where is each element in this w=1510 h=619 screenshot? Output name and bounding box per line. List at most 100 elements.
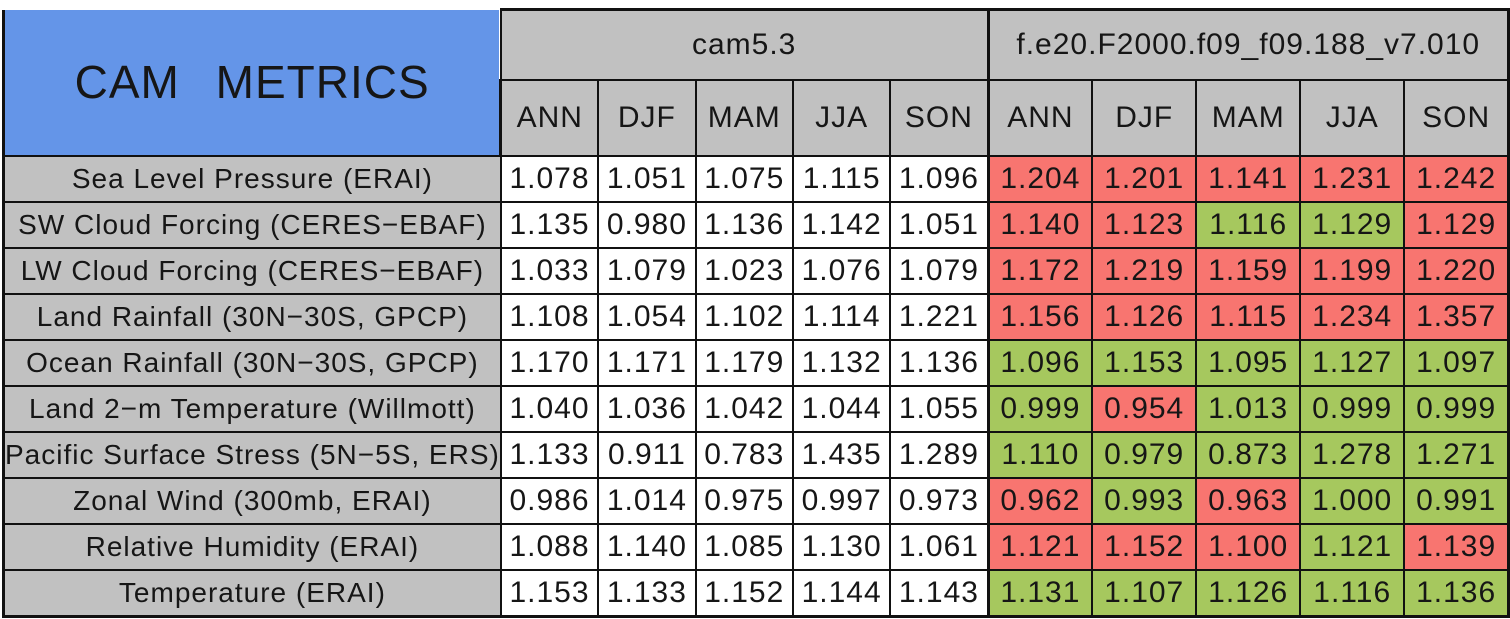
test-value-cell-better: 1.095 [1195, 339, 1302, 387]
test-value-cell-worse: 1.172 [986, 247, 1094, 295]
test-value-cell-worse: 1.140 [986, 201, 1094, 249]
model-header-row: CAM METRICS cam5.3 f.e20.F2000.f09_f09.1… [1, 8, 1510, 157]
season-header-mam-control: MAM [694, 79, 794, 157]
metrics-rows: Sea Level Pressure (ERAI) 1.078 1.051 1.075… [1, 155, 1510, 618]
metric-label: Land Rainfall (30N−30S, GPCP) [1, 293, 502, 341]
metric-label: Land 2−m Temperature (Willmott) [1, 385, 502, 433]
control-value-cell: 0.911 [597, 431, 697, 479]
test-value-cell-worse: 1.156 [986, 293, 1094, 341]
test-value-cell-worse: 1.141 [1195, 155, 1302, 203]
season-header-row: ANN DJF MAM JJA SON ANN DJF MAM JJA SON [4, 79, 1510, 157]
control-value-cell: 1.144 [791, 569, 892, 618]
test-value-cell-worse: 1.152 [1091, 523, 1198, 571]
test-value-cell-worse: 1.234 [1299, 293, 1406, 341]
metric-label: Ocean Rainfall (30N−30S, GPCP) [1, 339, 502, 387]
table-row: Land 2−m Temperature (Willmott) 1.040 1.03… [1, 385, 1510, 433]
control-value-cell: 1.114 [791, 293, 892, 341]
test-value-cell-better: 0.999 [986, 385, 1094, 433]
control-value-cell: 1.130 [791, 523, 892, 571]
season-header-ann-test: ANN [986, 79, 1094, 157]
test-value-cell-worse: 1.129 [1403, 201, 1510, 249]
test-value-cell-better: 0.991 [1403, 477, 1510, 525]
test-value-cell-better: 1.107 [1091, 569, 1198, 618]
control-value-cell: 1.088 [499, 523, 600, 571]
control-value-cell: 1.152 [694, 569, 794, 618]
control-value-cell: 1.435 [791, 431, 892, 479]
test-value-cell-better: 1.096 [986, 339, 1094, 387]
control-value-cell: 1.061 [889, 523, 989, 571]
control-value-cell: 1.221 [889, 293, 989, 341]
control-value-cell: 1.289 [889, 431, 989, 479]
metric-label: Pacific Surface Stress (5N−5S, ERS) [1, 431, 502, 479]
test-value-cell-worse: 1.220 [1403, 247, 1510, 295]
group-header-test-run: f.e20.F2000.f09_f09.188_v7.010 [986, 8, 1510, 81]
test-value-cell-better: 1.129 [1299, 201, 1406, 249]
control-value-cell: 1.142 [791, 201, 892, 249]
test-value-cell-worse: 1.126 [1091, 293, 1198, 341]
test-value-cell-better: 1.110 [986, 431, 1094, 479]
season-header-jja-test: JJA [1299, 79, 1406, 157]
control-value-cell: 1.044 [791, 385, 892, 433]
season-header-jja-control: JJA [791, 79, 892, 157]
control-value-cell: 1.102 [694, 293, 794, 341]
control-value-cell: 1.133 [597, 569, 697, 618]
table-row: LW Cloud Forcing (CERES−EBAF) 1.033 1.079 1… [1, 247, 1510, 295]
control-value-cell: 1.051 [597, 155, 697, 203]
group-header-control-run: cam5.3 [499, 8, 990, 81]
test-value-cell-worse: 1.199 [1299, 247, 1406, 295]
test-value-cell-better: 1.127 [1299, 339, 1406, 387]
table-header: CAM METRICS cam5.3 f.e20.F2000.f09_f09.1… [1, 8, 1510, 157]
control-value-cell: 1.153 [499, 569, 600, 618]
season-header-ann-control: ANN [499, 79, 600, 157]
control-value-cell: 1.054 [597, 293, 697, 341]
metric-label: Relative Humidity (ERAI) [1, 523, 502, 571]
test-value-cell-better: 0.873 [1195, 431, 1302, 479]
table-row: Pacific Surface Stress (5N−5S, ERS) 1.133… [1, 431, 1510, 479]
table-row: Zonal Wind (300mb, ERAI) 0.986 1.014 0.975 0… [1, 477, 1510, 525]
control-value-cell: 0.973 [889, 477, 989, 525]
control-value-cell: 1.135 [499, 201, 600, 249]
control-value-cell: 1.143 [889, 569, 989, 618]
season-header-son-test: SON [1403, 79, 1510, 157]
season-header-son-control: SON [889, 79, 989, 157]
test-value-cell-worse: 0.963 [1195, 477, 1302, 525]
table-title: CAM METRICS [1, 9, 502, 157]
table-row: Temperature (ERAI) 1.153 1.133 1.152 1.144 1.… [1, 569, 1510, 618]
control-value-cell: 1.096 [889, 155, 989, 203]
table-row: Land Rainfall (30N−30S, GPCP) 1.108 1.054 1… [1, 293, 1510, 341]
control-value-cell: 1.036 [597, 385, 697, 433]
test-value-cell-better: 1.278 [1299, 431, 1406, 479]
metric-label: SW Cloud Forcing (CERES−EBAF) [1, 201, 502, 249]
table-row: Relative Humidity (ERAI) 1.088 1.140 1.085 1… [1, 523, 1510, 571]
control-value-cell: 0.997 [791, 477, 892, 525]
test-value-cell-worse: 0.962 [986, 477, 1094, 525]
control-value-cell: 1.023 [694, 247, 794, 295]
test-value-cell-better: 1.136 [1403, 569, 1510, 618]
test-value-cell-worse: 1.231 [1299, 155, 1406, 203]
test-value-cell-worse: 1.201 [1091, 155, 1198, 203]
control-value-cell: 1.079 [597, 247, 697, 295]
control-value-cell: 1.040 [499, 385, 600, 433]
test-value-cell-better: 1.097 [1403, 339, 1510, 387]
control-value-cell: 0.975 [694, 477, 794, 525]
test-value-cell-worse: 1.357 [1403, 293, 1510, 341]
control-value-cell: 1.014 [597, 477, 697, 525]
table-row: Ocean Rainfall (30N−30S, GPCP) 1.170 1.171… [1, 339, 1510, 387]
control-value-cell: 0.986 [499, 477, 600, 525]
season-header-djf-control: DJF [597, 79, 697, 157]
test-value-cell-worse: 0.954 [1091, 385, 1198, 433]
test-value-cell-better: 1.116 [1195, 201, 1302, 249]
control-value-cell: 1.140 [597, 523, 697, 571]
control-value-cell: 1.179 [694, 339, 794, 387]
control-value-cell: 1.051 [889, 201, 989, 249]
test-value-cell-better: 1.121 [1299, 523, 1406, 571]
test-value-cell-worse: 1.123 [1091, 201, 1198, 249]
control-value-cell: 1.079 [889, 247, 989, 295]
control-value-cell: 1.171 [597, 339, 697, 387]
test-value-cell-better: 0.993 [1091, 477, 1198, 525]
control-value-cell: 1.033 [499, 247, 600, 295]
control-value-cell: 1.136 [694, 201, 794, 249]
test-value-cell-better: 0.979 [1091, 431, 1198, 479]
control-value-cell: 1.132 [791, 339, 892, 387]
control-value-cell: 1.076 [791, 247, 892, 295]
